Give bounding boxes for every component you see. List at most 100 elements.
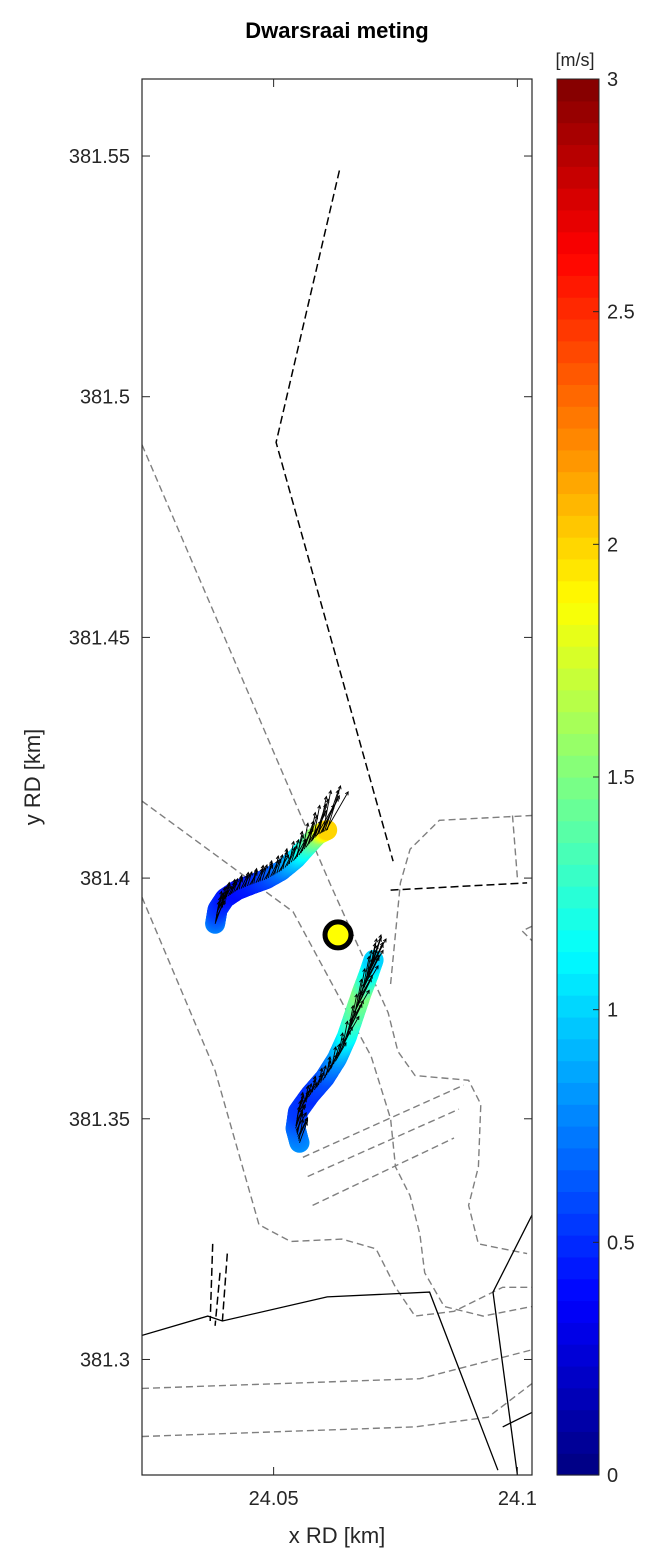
x-tick-label: 24.05 xyxy=(249,1488,299,1510)
gray-dashed-line xyxy=(142,1349,532,1390)
velocity-arrow xyxy=(331,1046,337,1067)
black-solid-lines xyxy=(142,1214,532,1475)
colorbar-strip xyxy=(557,144,599,167)
colorbar-strip xyxy=(557,297,599,320)
velocity-arrow xyxy=(247,871,253,887)
velocity-arrow xyxy=(318,1068,323,1086)
velocity-arrow-head xyxy=(328,789,333,795)
velocity-arrow xyxy=(357,968,366,1003)
velocity-arrow-head xyxy=(365,989,370,994)
location-marker-layer xyxy=(322,919,354,951)
velocity-arrow-head xyxy=(279,853,284,859)
velocity-arrow xyxy=(297,1117,308,1137)
y-tick-label: 381.45 xyxy=(69,627,130,649)
velocity-arrow xyxy=(282,848,288,870)
velocity-arrow-head xyxy=(372,942,377,947)
colorbar-ticks: 0 0.5 1 1.5 2 2.5 3 xyxy=(593,69,635,1487)
velocity-arrow xyxy=(296,1112,303,1133)
colorbar-strip xyxy=(557,253,599,276)
colorbar-tick-label: 2.5 xyxy=(607,302,635,324)
velocity-arrow xyxy=(317,799,329,835)
black-dashed-line xyxy=(209,1243,214,1322)
colorbar-tick-label: 0.5 xyxy=(607,1232,635,1254)
velocity-arrow xyxy=(222,886,228,902)
colorbar-strip xyxy=(557,1365,599,1389)
velocity-arrow xyxy=(326,1056,331,1076)
colorbar-strip xyxy=(557,689,599,713)
x-axis-label: x RD [km] xyxy=(289,1523,386,1548)
velocity-arrow xyxy=(312,805,321,840)
velocity-arrow-head xyxy=(369,949,374,955)
gray-dashed-line xyxy=(307,1108,460,1178)
y-axis-label: y RD [km] xyxy=(20,729,45,826)
velocity-arrow xyxy=(284,848,296,868)
colorbar-strip xyxy=(557,624,599,647)
colorbar-strip xyxy=(557,471,599,495)
colorbar-strip xyxy=(557,886,599,909)
plot-content xyxy=(142,170,532,1475)
velocity-arrow xyxy=(296,1104,306,1122)
colorbar-strip xyxy=(557,842,599,865)
velocity-arrow-head xyxy=(226,881,231,887)
colorbar-strip xyxy=(557,1453,599,1476)
velocity-arrow-head xyxy=(299,830,304,836)
colorbar-strip xyxy=(557,1344,599,1367)
velocity-arrow-head xyxy=(355,1015,360,1021)
colorbar-strip xyxy=(557,1016,599,1040)
velocity-arrow-head xyxy=(337,784,342,790)
velocity-arrow xyxy=(267,860,273,878)
velocity-arrow-head xyxy=(362,967,367,973)
colorbar-strip xyxy=(557,384,599,407)
velocity-arrow-head xyxy=(340,1032,345,1037)
colorbar-strip xyxy=(557,537,599,560)
colorbar-strips xyxy=(557,79,599,1476)
velocity-arrow-head xyxy=(327,1055,332,1061)
colorbar-strip xyxy=(557,1038,599,1062)
velocity-arrow xyxy=(359,965,379,997)
y-axis-ticks: 381.3 381.35 381.4 381.45 381.5 381.55 xyxy=(69,146,532,1371)
colorbar-strip xyxy=(557,798,599,822)
velocity-arrow xyxy=(355,978,372,1010)
colorbar-unit: [m/s] xyxy=(556,50,595,70)
velocity-arrow-head xyxy=(379,949,384,954)
colorbar-strip xyxy=(557,449,599,473)
velocity-arrow-head xyxy=(312,811,317,817)
velocity-arrow-head xyxy=(222,886,227,892)
velocity-arrow xyxy=(295,1112,307,1131)
velocity-arrow xyxy=(361,956,370,991)
velocity-arrow xyxy=(259,865,264,882)
colorbar-strip xyxy=(557,1126,599,1149)
velocity-arrow xyxy=(365,950,373,983)
colorbar-strip xyxy=(557,362,599,385)
colorbar-strip xyxy=(557,79,599,102)
plot-area xyxy=(142,79,532,1475)
black-solid-line xyxy=(502,1411,532,1428)
velocity-arrow xyxy=(371,938,378,967)
velocity-arrow xyxy=(306,1083,312,1100)
gray-dashed-line xyxy=(302,1084,464,1158)
colorbar-strip xyxy=(557,1147,599,1171)
velocity-arrow-head xyxy=(275,855,280,860)
velocity-arrow-head xyxy=(374,937,379,943)
velocity-arrow-head xyxy=(378,934,383,939)
velocity-arrow xyxy=(240,875,248,889)
velocity-arrow xyxy=(320,1065,327,1083)
colorbar-strip xyxy=(557,1104,599,1127)
colorbar-strip xyxy=(557,820,599,844)
colorbar-strip xyxy=(557,951,599,974)
velocity-arrow-head xyxy=(317,804,322,809)
colorbar-strip xyxy=(557,667,599,691)
velocity-arrow xyxy=(221,887,226,904)
velocity-arrow xyxy=(345,1016,360,1041)
colorbar-strip xyxy=(557,646,599,669)
velocity-arrow-head xyxy=(323,795,328,801)
gray-dashed-line xyxy=(389,814,532,985)
velocity-arrow xyxy=(218,891,223,908)
velocity-arrows xyxy=(214,784,387,1143)
colorbar-strip xyxy=(557,231,599,255)
velocity-arrow xyxy=(368,943,376,973)
colorbar-strip xyxy=(557,1278,599,1302)
location-marker xyxy=(322,919,354,951)
velocity-arrow xyxy=(318,796,327,835)
